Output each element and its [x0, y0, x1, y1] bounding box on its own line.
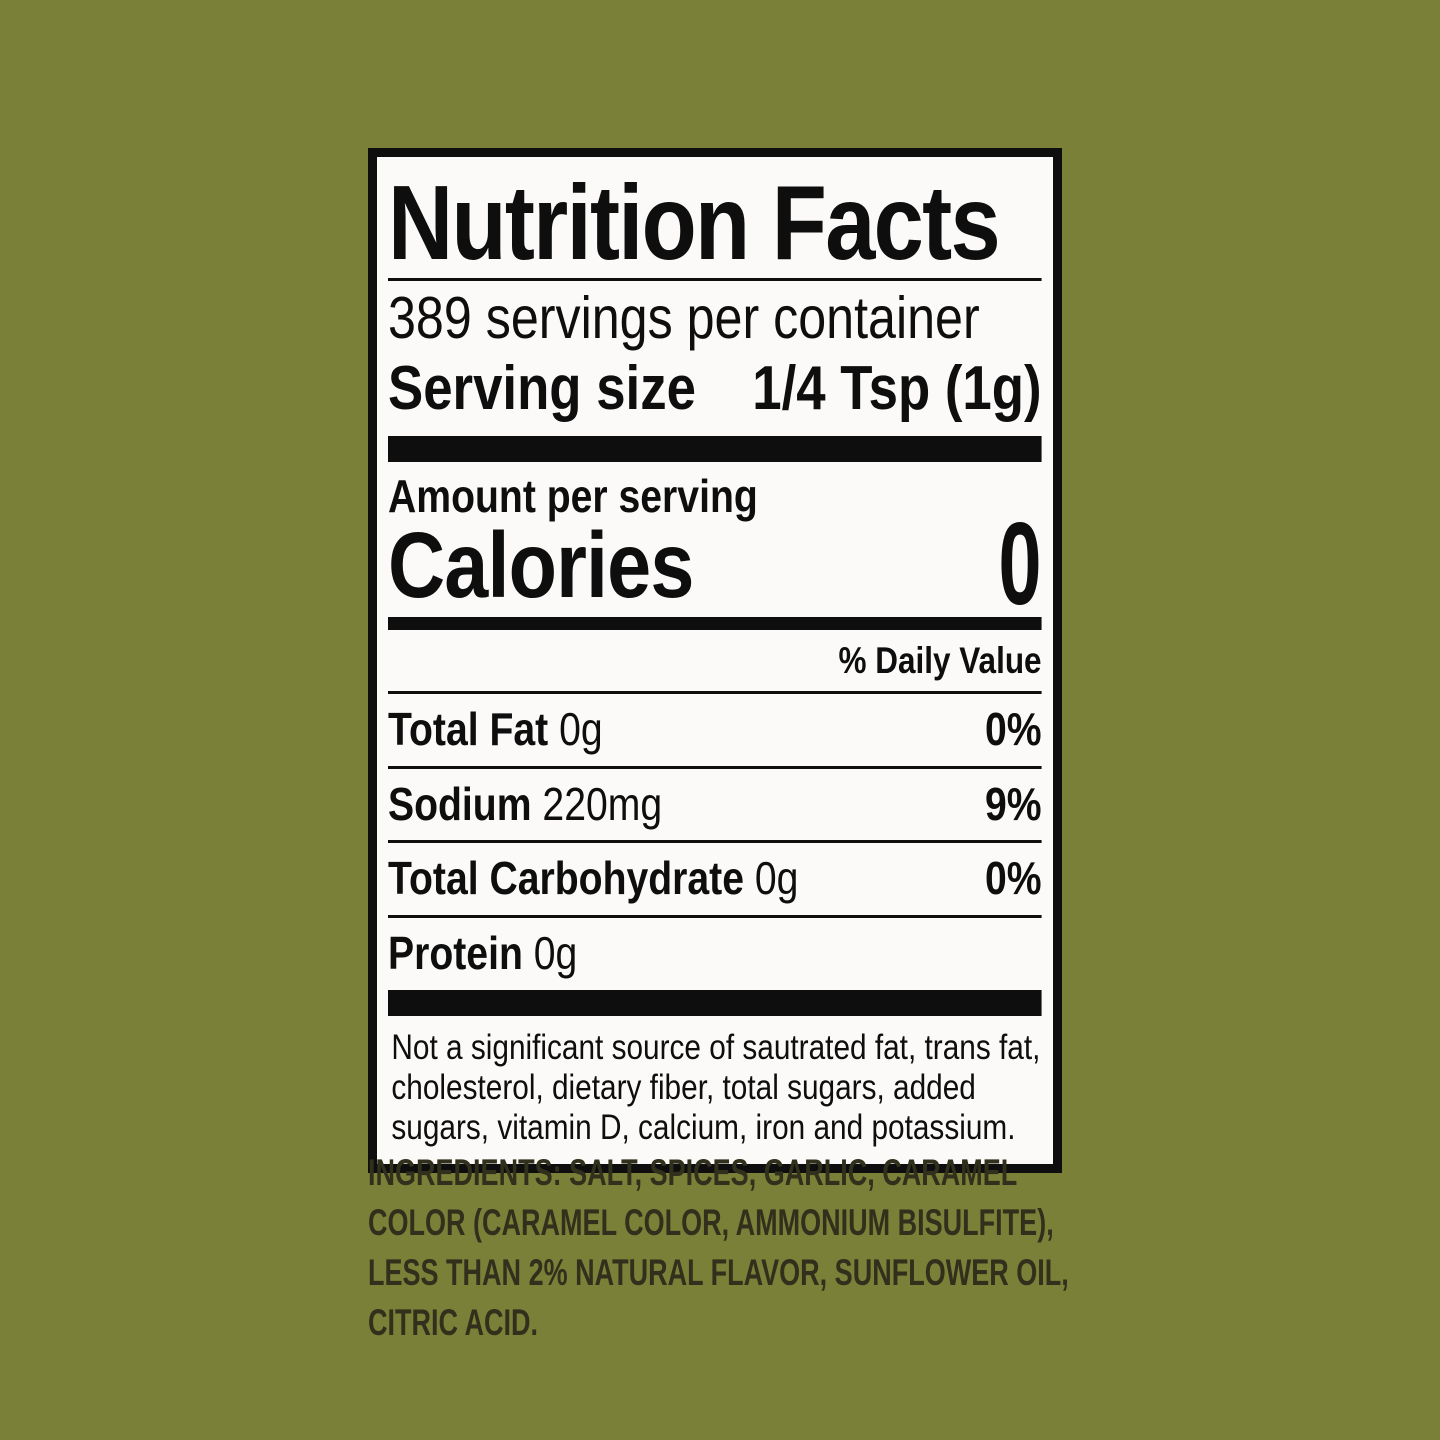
calories-value: 0: [998, 497, 1042, 629]
nutrient-row-total-carbohydrate: Total Carbohydrate 0g 0%: [388, 843, 1042, 915]
row-divider: [388, 765, 1042, 769]
nutrient-name-amount: Total Fat 0g: [388, 702, 603, 755]
nutrient-name: Protein: [388, 927, 523, 979]
nutrient-daily-value: 0%: [984, 852, 1042, 905]
amount-per-serving-label: Amount per serving: [388, 470, 758, 523]
nutrient-amount: 0g: [533, 927, 578, 979]
row-divider: [388, 915, 1042, 918]
ingredients-text: SALT, SPICES, GARLIC, CARAMEL: [569, 1152, 1018, 1193]
ingredients-heading: INGREDIENTS:: [368, 1152, 562, 1193]
servings-per-container: 389 servings per container: [388, 285, 980, 352]
ingredients-line: CITRIC ACID.: [368, 1302, 539, 1343]
calories-label: Calories: [388, 513, 694, 618]
title-divider: [388, 278, 1042, 282]
mid-divider: [388, 617, 1042, 631]
footnote-line: sugars, vitamin D, calcium, iron and pot…: [391, 1107, 1016, 1147]
ingredients-line: LESS THAN 2% NATURAL FLAVOR, SUNFLOWER O…: [368, 1252, 1069, 1293]
nutrient-name: Total Carbohydrate: [388, 852, 744, 905]
nutrient-name-amount: Protein 0g: [388, 927, 578, 979]
serving-size-value: 1/4 Tsp (1g): [752, 354, 1042, 424]
thick-divider-top: [388, 436, 1042, 463]
thick-divider-bottom: [388, 989, 1042, 1016]
nutrient-name-amount: Sodium 220mg: [388, 777, 663, 830]
footnote-line: Not a significant source of sautrated fa…: [391, 1027, 1041, 1067]
label-content: Nutrition Facts 389 servings per contain…: [388, 164, 1042, 1148]
nutrient-amount: 0g: [754, 852, 799, 905]
nutrient-row-total-fat: Total Fat 0g 0%: [388, 694, 1042, 766]
ingredients-line: COLOR (CARAMEL COLOR, AMMONIUM BISULFITE…: [368, 1202, 1054, 1243]
nutrient-daily-value: 0%: [984, 702, 1042, 755]
nutrient-amount: 220mg: [542, 777, 663, 830]
footnote-line: cholesterol, dietary fiber, total sugars…: [391, 1067, 976, 1107]
ingredients-line: INGREDIENTS: SALT, SPICES, GARLIC, CARAM…: [368, 1148, 1062, 1198]
label-title: Nutrition Facts: [388, 164, 1001, 282]
nutrient-row-protein: Protein 0g: [388, 918, 1042, 990]
nutrition-facts-label: Nutrition Facts 389 servings per contain…: [368, 148, 1062, 1173]
daily-value-header: % Daily Value: [838, 640, 1042, 682]
nutrient-daily-value: 9%: [984, 777, 1042, 830]
ingredients-section: INGREDIENTS: SALT, SPICES, GARLIC, CARAM…: [368, 1148, 1069, 1348]
calories-row: Calories 0: [388, 497, 1042, 629]
nutrient-amount: 0g: [559, 702, 603, 755]
row-divider: [388, 690, 1042, 694]
nutrient-name-amount: Total Carbohydrate 0g: [388, 852, 799, 905]
serving-size-label: Serving size: [388, 354, 696, 424]
row-divider: [388, 840, 1042, 844]
footnote: Not a significant source of sautrated fa…: [388, 1028, 1042, 1148]
nutrient-name: Total Fat: [388, 702, 549, 755]
serving-size-row: Serving size 1/4 Tsp (1g): [388, 358, 1042, 420]
nutrient-row-sodium: Sodium 220mg 9%: [388, 769, 1042, 841]
nutrient-name: Sodium: [388, 777, 532, 830]
